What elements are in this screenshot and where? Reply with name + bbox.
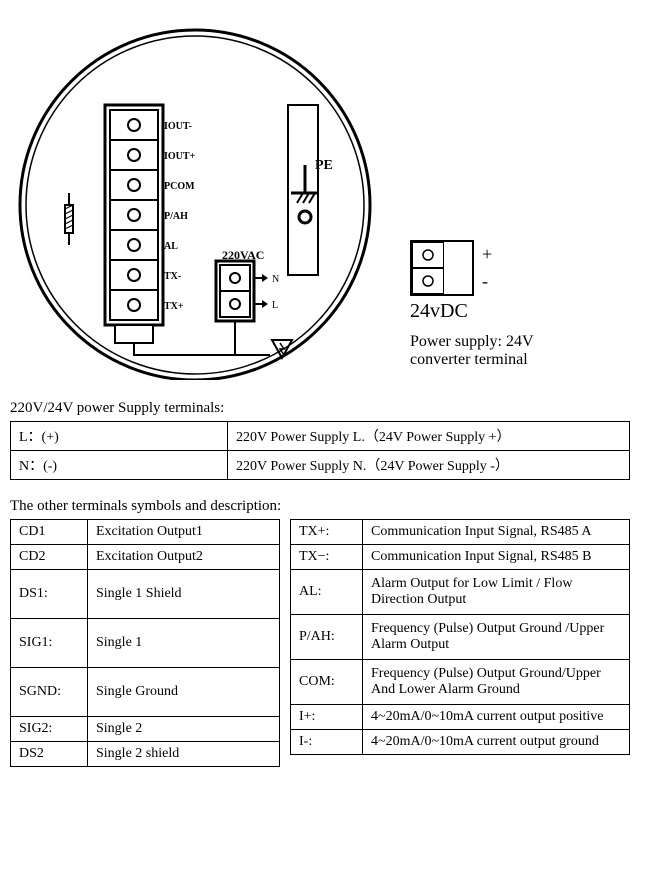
table-row: SGND:Single Ground bbox=[11, 668, 280, 717]
table-row: N：(-)220V Power Supply N.（24V Power Supp… bbox=[11, 451, 630, 480]
svg-text:IOUT-: IOUT- bbox=[164, 121, 192, 132]
svg-text:P/AH: P/AH bbox=[164, 211, 188, 222]
table-row: SIG1:Single 1 bbox=[11, 619, 280, 668]
other-section-title: The other terminals symbols and descript… bbox=[10, 498, 640, 515]
power-supply-table: L：(+)220V Power Supply L.（24V Power Supp… bbox=[10, 421, 630, 480]
table-row: I+:4~20mA/0~10mA current output positive bbox=[291, 705, 630, 730]
dc-plus-terminal bbox=[412, 242, 444, 268]
svg-text:PE: PE bbox=[315, 158, 333, 173]
table-row: DS2Single 2 shield bbox=[11, 742, 280, 767]
dc-plus-label: + bbox=[482, 244, 492, 265]
table-row: CD2Excitation Output2 bbox=[11, 545, 280, 570]
table-row: I-:4~20mA/0~10mA current output ground bbox=[291, 730, 630, 755]
table-row: P/AH:Frequency (Pulse) Output Ground /Up… bbox=[291, 615, 630, 660]
table-row: SIG2:Single 2 bbox=[11, 717, 280, 742]
dc-terminal-block: + - 24vDC Power supply: 24V converter te… bbox=[410, 240, 534, 369]
power-section-title: 220V/24V power Supply terminals: bbox=[10, 400, 640, 417]
table-row: TX−:Communication Input Signal, RS485 B bbox=[291, 545, 630, 570]
dc-caption: Power supply: 24V converter terminal bbox=[410, 333, 534, 369]
table-row: DS1:Single 1 Shield bbox=[11, 570, 280, 619]
table-row: CD1Excitation Output1 bbox=[11, 520, 280, 545]
table-row: L：(+)220V Power Supply L.（24V Power Supp… bbox=[11, 422, 630, 451]
table-row: AL:Alarm Output for Low Limit / Flow Dir… bbox=[291, 570, 630, 615]
svg-text:PCOM: PCOM bbox=[164, 181, 195, 192]
svg-text:IOUT+: IOUT+ bbox=[164, 151, 196, 162]
terminals-table-right: TX+:Communication Input Signal, RS485 AT… bbox=[290, 519, 630, 755]
dc-minus-label: - bbox=[482, 271, 492, 292]
terminals-table-left: CD1Excitation Output1CD2Excitation Outpu… bbox=[10, 519, 280, 767]
wiring-diagram: IOUT-IOUT+PCOMP/AHALTX-TX+220VACNLPE bbox=[10, 10, 380, 380]
svg-text:TX-: TX- bbox=[164, 271, 181, 282]
dc-voltage-label: 24vDC bbox=[410, 300, 534, 323]
svg-text:L: L bbox=[272, 300, 278, 311]
table-row: TX+:Communication Input Signal, RS485 A bbox=[291, 520, 630, 545]
table-row: COM:Frequency (Pulse) Output Ground/Uppe… bbox=[291, 660, 630, 705]
svg-text:AL: AL bbox=[164, 241, 178, 252]
dc-minus-terminal bbox=[412, 268, 444, 294]
svg-text:N: N bbox=[272, 274, 279, 285]
svg-text:TX+: TX+ bbox=[164, 301, 184, 312]
